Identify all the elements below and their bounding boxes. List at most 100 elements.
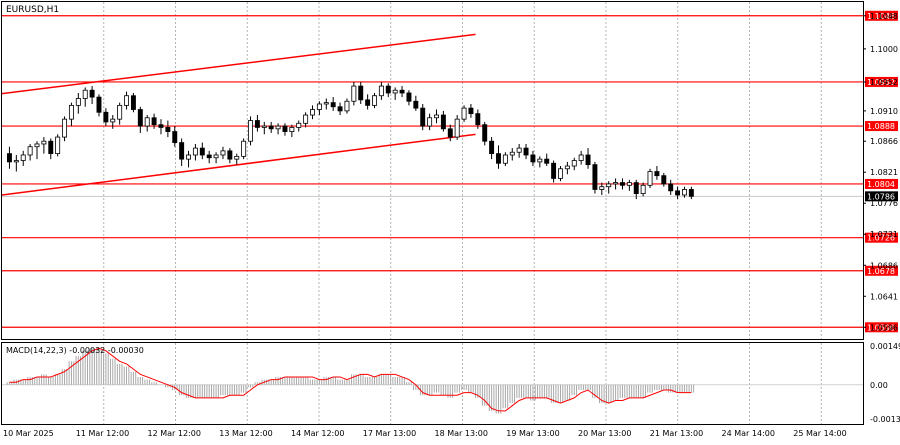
price-tick-label: 1.0641 xyxy=(870,292,898,301)
candle-body xyxy=(564,165,570,170)
current-price-label-bg xyxy=(865,191,898,202)
price-tick-label: 1.0731 xyxy=(870,230,898,239)
candle-body xyxy=(523,147,529,156)
candle-body xyxy=(137,109,143,127)
candle-body xyxy=(675,190,681,196)
candle-body xyxy=(682,189,687,196)
candle-body xyxy=(330,102,336,108)
candle-body xyxy=(358,85,364,101)
candle-body xyxy=(489,140,495,155)
macd-layer xyxy=(2,347,863,414)
candle-body xyxy=(399,89,405,94)
candle-body xyxy=(96,96,102,113)
candle-body xyxy=(89,89,95,98)
macd-signal-line xyxy=(9,347,692,412)
candle-body xyxy=(254,120,260,128)
x-tick-label: 13 Mar 12:00 xyxy=(219,429,272,438)
x-tick-label: 19 Mar 13:00 xyxy=(506,429,559,438)
candle-body xyxy=(248,120,253,142)
level-label: 1.0726 xyxy=(867,234,895,243)
candle-body xyxy=(282,125,288,132)
candle-body xyxy=(220,150,226,156)
candle-body xyxy=(68,104,74,120)
candle-layer xyxy=(6,81,694,200)
candle-body xyxy=(626,182,632,186)
candle-body xyxy=(103,111,109,123)
current-price-label: 1.0786 xyxy=(867,192,895,201)
candle-body xyxy=(6,153,12,163)
x-tick-label: 25 Mar 14:00 xyxy=(793,429,846,438)
channel-upper-line xyxy=(1,33,476,95)
candle-body xyxy=(310,109,315,116)
candle-body xyxy=(502,154,508,164)
candle-body xyxy=(592,164,598,190)
candle-body xyxy=(447,128,453,138)
candle-body xyxy=(344,100,350,112)
price-tick-label: 1.1048 xyxy=(870,12,898,21)
candle-body xyxy=(124,95,130,106)
candle-body xyxy=(55,136,61,155)
candle-body xyxy=(633,182,639,194)
price-tick-label: 1.0776 xyxy=(870,199,898,208)
price-plot-frame xyxy=(1,1,864,340)
grid-layer xyxy=(103,2,822,424)
x-tick-label: 10 Mar 2025 xyxy=(3,429,54,438)
level-label-bg xyxy=(865,76,898,87)
candle-body xyxy=(351,85,357,102)
candle-body xyxy=(378,85,384,97)
candle-body xyxy=(241,140,247,157)
candle-body xyxy=(172,131,178,143)
macd-label: MACD(14,22,3) -0.00032 -0.00030 xyxy=(6,346,144,355)
price-tick-label: 1.0686 xyxy=(870,261,898,270)
candle-body xyxy=(110,118,116,123)
candle-body xyxy=(544,158,550,164)
candle-body xyxy=(427,117,433,127)
candle-body xyxy=(613,182,619,185)
candle-body xyxy=(434,114,439,119)
macd-plot-frame xyxy=(1,342,864,425)
candle-body xyxy=(75,98,81,106)
candle-body xyxy=(578,154,584,161)
candle-body xyxy=(34,143,40,148)
candle-body xyxy=(62,118,68,138)
macd-tick-label: 0.00 xyxy=(870,381,888,390)
x-tick-label: 20 Mar 13:00 xyxy=(578,429,631,438)
candle-body xyxy=(165,127,171,132)
candle-body xyxy=(413,100,419,109)
level-layer: 1.1048 1.0952 1.0888 1.0804 1.0726 1.0678 1.05… xyxy=(2,10,898,333)
candle-body xyxy=(461,107,467,120)
candle-body xyxy=(620,182,625,186)
candle-body xyxy=(82,89,88,99)
candle-body xyxy=(192,147,198,156)
candle-body xyxy=(654,171,660,177)
candle-body xyxy=(585,154,591,166)
candle-body xyxy=(440,114,446,130)
candle-body xyxy=(606,183,612,188)
candle-body xyxy=(323,102,329,105)
candle-body xyxy=(144,117,150,127)
candle-body xyxy=(27,146,33,156)
level-label-bg xyxy=(865,265,898,276)
level-label-bg xyxy=(865,232,898,243)
x-tick-label: 11 Mar 12:00 xyxy=(76,429,129,438)
price-tick-label: 1.0910 xyxy=(870,107,898,116)
candle-body xyxy=(475,113,481,126)
candle-body xyxy=(151,117,157,126)
candle-body xyxy=(296,122,302,128)
price-tick-label: 1.0821 xyxy=(870,168,898,177)
candle-body xyxy=(289,127,295,132)
x-tick-label: 14 Mar 12:00 xyxy=(291,429,344,438)
candle-body xyxy=(551,162,557,179)
candle-body xyxy=(130,95,136,110)
candle-body xyxy=(337,106,343,112)
candle-body xyxy=(516,147,522,153)
level-label-bg xyxy=(865,121,898,132)
channel-layer xyxy=(1,33,476,196)
channel-lower-line xyxy=(1,133,476,196)
candle-body xyxy=(117,104,123,120)
x-tick-label: 21 Mar 13:00 xyxy=(650,429,703,438)
candle-body xyxy=(186,154,191,160)
candle-body xyxy=(13,160,19,163)
candle-body xyxy=(482,124,488,142)
x-tick-label: 12 Mar 12:00 xyxy=(148,429,201,438)
